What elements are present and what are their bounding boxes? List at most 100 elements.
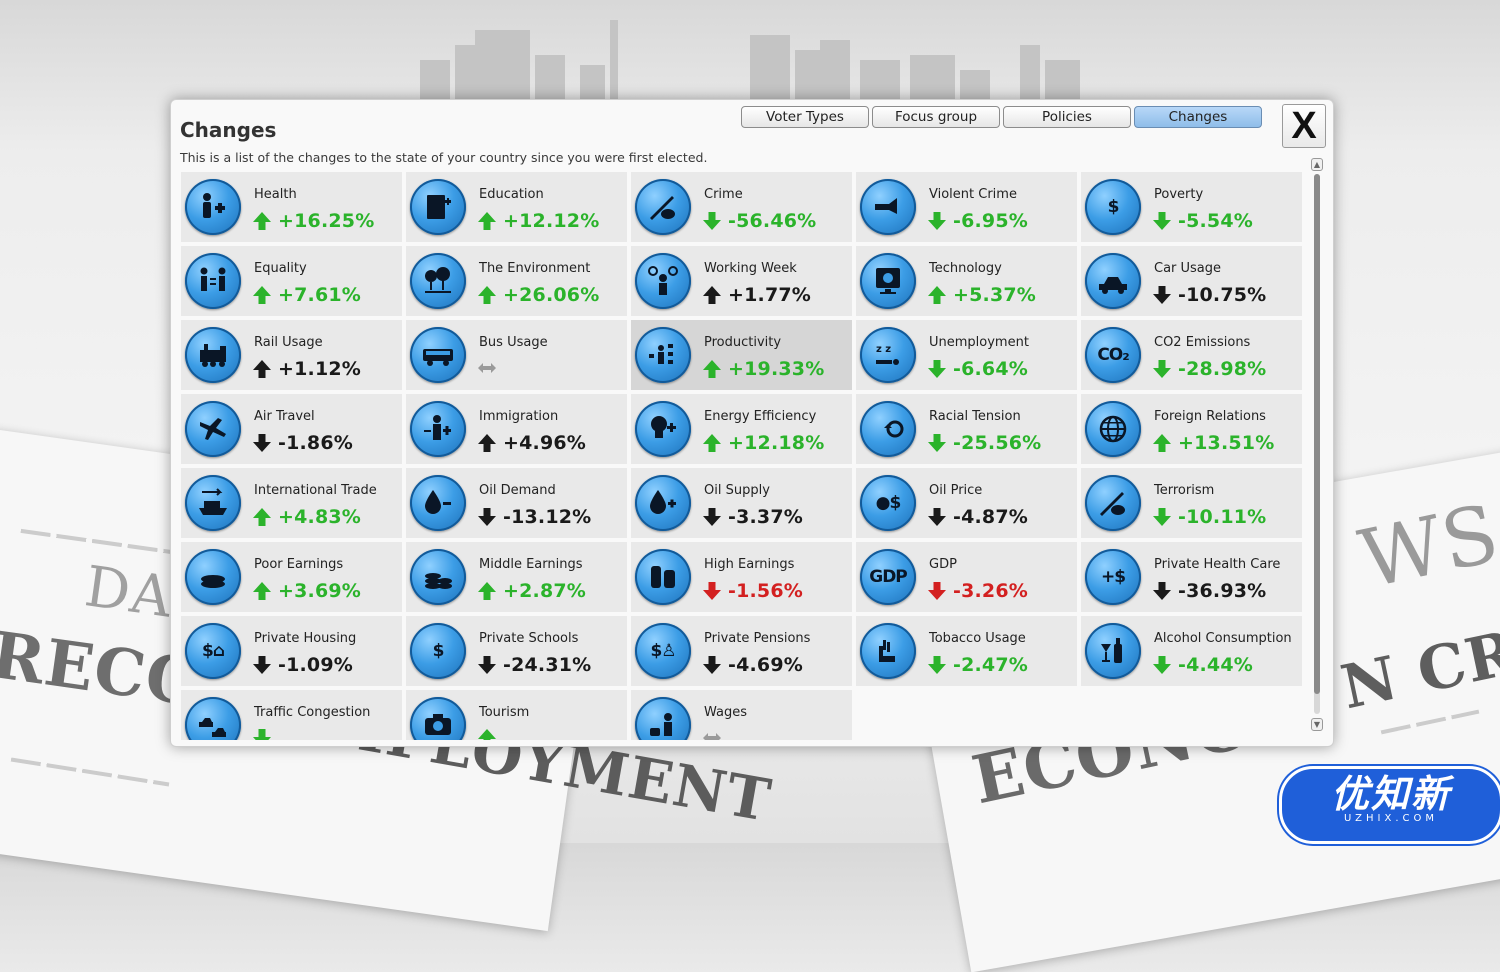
stat-tile-unemployment[interactable]: z z Unemployment -6.64% — [856, 320, 1077, 390]
stat-tile-working-week[interactable]: Working Week +1.77% — [631, 246, 852, 316]
stat-value: -10.75% — [1178, 284, 1267, 306]
stat-tile-energy-efficiency[interactable]: Energy Efficiency +12.18% — [631, 394, 852, 464]
oil-price-icon-glyph: ●$ — [875, 493, 902, 513]
stat-value: +4.83% — [278, 506, 362, 528]
stat-tile-private-pensions[interactable]: $♙ Private Pensions -4.69% — [631, 616, 852, 686]
scroll-down-button[interactable]: ▼ — [1311, 718, 1323, 731]
stat-tile-technology[interactable]: Technology +5.37% — [856, 246, 1077, 316]
scroll-track[interactable] — [1314, 174, 1320, 714]
stat-tile-car-usage[interactable]: Car Usage -10.75% — [1081, 246, 1302, 316]
stat-value: +1.77% — [728, 284, 812, 306]
stat-tile-immigration[interactable]: Immigration +4.96% — [406, 394, 627, 464]
stat-label: Tobacco Usage — [929, 631, 1026, 646]
traffic-icon — [185, 697, 241, 740]
stat-label: Poor Earnings — [254, 557, 344, 572]
stat-tile-racial-tension[interactable]: Racial Tension -25.56% — [856, 394, 1077, 464]
arrow-up-icon — [928, 286, 946, 304]
stat-tile-wages[interactable]: Wages — [631, 690, 852, 740]
arrow-up-icon — [253, 360, 271, 378]
stat-tile-gdp[interactable]: GDP GDP -3.26% — [856, 542, 1077, 612]
stat-tile-high-earnings[interactable]: High Earnings -1.56% — [631, 542, 852, 612]
stat-change: +4.83% — [252, 506, 361, 528]
private-health-icon-glyph: +$ — [1100, 567, 1126, 587]
stat-tile-middle-earnings[interactable]: Middle Earnings +2.87% — [406, 542, 627, 612]
stat-tile-oil-supply[interactable]: Oil Supply -3.37% — [631, 468, 852, 538]
stat-value: -4.44% — [1178, 654, 1254, 676]
stat-label: Working Week — [704, 261, 797, 276]
arrow-up-icon — [253, 508, 271, 526]
arrow-up-icon — [703, 434, 721, 452]
arrow-down-icon — [703, 212, 721, 230]
stat-tile-tourism[interactable]: Tourism — [406, 690, 627, 740]
stat-label: Energy Efficiency — [704, 409, 817, 424]
stat-tile-the-environment[interactable]: The Environment +26.06% — [406, 246, 627, 316]
stat-value: -6.64% — [953, 358, 1029, 380]
stat-tile-traffic-congestion[interactable]: Traffic Congestion — [181, 690, 402, 740]
scroll-up-button[interactable]: ▲ — [1311, 158, 1323, 171]
stats-list[interactable]: Health +16.25% Education +12.12% Crime -56.46… — [181, 172, 1307, 740]
arrow-down-icon — [928, 508, 946, 526]
productivity-icon — [635, 327, 691, 383]
stat-tile-rail-usage[interactable]: Rail Usage +1.12% — [181, 320, 402, 390]
stat-tile-private-housing[interactable]: $⌂ Private Housing -1.09% — [181, 616, 402, 686]
tab-changes[interactable]: Changes — [1134, 106, 1262, 128]
stat-change: +26.06% — [477, 284, 599, 306]
stat-change: -10.11% — [1152, 506, 1266, 528]
stat-tile-violent-crime[interactable]: Violent Crime -6.95% — [856, 172, 1077, 242]
crime-icon — [635, 179, 691, 235]
stat-value: +26.06% — [503, 284, 600, 306]
stat-tile-education[interactable]: Education +12.12% — [406, 172, 627, 242]
arrow-up-icon — [703, 360, 721, 378]
stat-label: Unemployment — [929, 335, 1029, 350]
stat-label: Crime — [704, 187, 743, 202]
scroll-thumb[interactable] — [1314, 174, 1320, 694]
stat-tile-oil-price[interactable]: ●$ Oil Price -4.87% — [856, 468, 1077, 538]
immigration-icon — [410, 401, 466, 457]
arrow-down-icon — [703, 508, 721, 526]
stat-label: Technology — [929, 261, 1002, 276]
stat-tile-productivity[interactable]: Productivity +19.33% — [631, 320, 852, 390]
close-button[interactable]: X — [1282, 104, 1326, 148]
stat-label: Foreign Relations — [1154, 409, 1266, 424]
scrollbar[interactable]: ▲ ▼ — [1311, 158, 1323, 732]
gdp-icon-glyph: GDP — [869, 567, 908, 587]
arrow-up-icon — [703, 286, 721, 304]
tab-bar: Voter Types Focus group Policies Changes — [741, 106, 1262, 128]
stat-tile-alcohol-consumption[interactable]: Alcohol Consumption -4.44% — [1081, 616, 1302, 686]
unemployment-icon: z z — [860, 327, 916, 383]
stat-label: Oil Demand — [479, 483, 556, 498]
private-housing-icon: $⌂ — [185, 623, 241, 679]
stat-tile-private-health-care[interactable]: +$ Private Health Care -36.93% — [1081, 542, 1302, 612]
stat-tile-health[interactable]: Health +16.25% — [181, 172, 402, 242]
stat-tile-air-travel[interactable]: Air Travel -1.86% — [181, 394, 402, 464]
stat-value: -4.87% — [953, 506, 1029, 528]
poverty-icon-glyph: $ — [1107, 197, 1120, 217]
stat-change: +4.96% — [477, 432, 586, 454]
stat-tile-international-trade[interactable]: International Trade +4.83% — [181, 468, 402, 538]
stat-change: -36.93% — [1152, 580, 1266, 602]
stat-change: -10.75% — [1152, 284, 1266, 306]
stat-tile-tobacco-usage[interactable]: Tobacco Usage -2.47% — [856, 616, 1077, 686]
stat-label: Car Usage — [1154, 261, 1222, 276]
stat-tile-equality[interactable]: Equality +7.61% — [181, 246, 402, 316]
stat-change: -4.69% — [702, 654, 803, 676]
stat-tile-poor-earnings[interactable]: Poor Earnings +3.69% — [181, 542, 402, 612]
arrow-down-icon — [1153, 508, 1171, 526]
tab-policies[interactable]: Policies — [1003, 106, 1131, 128]
stat-tile-poverty[interactable]: $ Poverty -5.54% — [1081, 172, 1302, 242]
stat-tile-crime[interactable]: Crime -56.46% — [631, 172, 852, 242]
tab-voter-types[interactable]: Voter Types — [741, 106, 869, 128]
stat-tile-bus-usage[interactable]: Bus Usage — [406, 320, 627, 390]
stat-tile-co2-emissions[interactable]: CO₂ CO2 Emissions -28.98% — [1081, 320, 1302, 390]
stat-tile-foreign-relations[interactable]: Foreign Relations +13.51% — [1081, 394, 1302, 464]
stat-label: GDP — [929, 557, 957, 572]
stat-change: -4.44% — [1152, 654, 1253, 676]
stat-value: +16.25% — [278, 210, 375, 232]
arrow-down-icon — [1153, 212, 1171, 230]
stat-tile-terrorism[interactable]: Terrorism -10.11% — [1081, 468, 1302, 538]
stat-tile-oil-demand[interactable]: Oil Demand -13.12% — [406, 468, 627, 538]
car-icon — [1085, 253, 1141, 309]
tab-focus-group[interactable]: Focus group — [872, 106, 1000, 128]
stat-tile-private-schools[interactable]: $ Private Schools -24.31% — [406, 616, 627, 686]
stat-value: -4.69% — [728, 654, 804, 676]
